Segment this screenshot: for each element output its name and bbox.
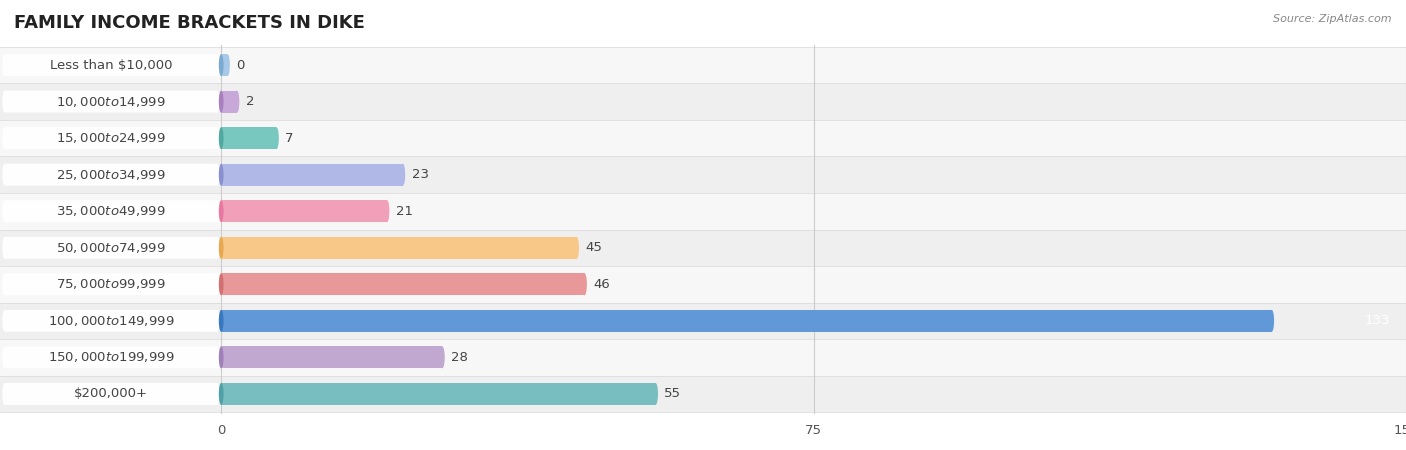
Circle shape [219, 310, 224, 332]
Circle shape [654, 383, 658, 405]
Text: $200,000+: $200,000+ [75, 387, 148, 400]
Text: 46: 46 [593, 278, 610, 291]
Circle shape [225, 54, 229, 76]
Circle shape [274, 127, 278, 149]
Bar [221, 383, 655, 405]
Bar [221, 90, 238, 112]
Circle shape [385, 200, 389, 222]
Text: $100,000 to $149,999: $100,000 to $149,999 [48, 314, 174, 328]
Circle shape [219, 383, 224, 405]
FancyBboxPatch shape [3, 90, 219, 112]
Circle shape [219, 273, 224, 295]
Circle shape [219, 237, 224, 259]
Text: Less than $10,000: Less than $10,000 [49, 58, 172, 72]
Text: $35,000 to $49,999: $35,000 to $49,999 [56, 204, 166, 218]
Bar [221, 310, 1271, 332]
Bar [221, 273, 585, 295]
Text: 28: 28 [451, 351, 468, 364]
FancyBboxPatch shape [3, 273, 219, 295]
Text: 23: 23 [412, 168, 429, 181]
Bar [0, 157, 1406, 193]
Bar [0, 120, 1406, 157]
FancyBboxPatch shape [3, 54, 219, 76]
Text: Source: ZipAtlas.com: Source: ZipAtlas.com [1274, 14, 1392, 23]
Bar [0, 302, 1406, 339]
Circle shape [219, 164, 224, 186]
Bar [221, 200, 387, 222]
Circle shape [219, 127, 224, 149]
Circle shape [219, 346, 224, 369]
Bar [221, 237, 576, 259]
Text: 55: 55 [664, 387, 682, 400]
Bar [0, 266, 1406, 302]
Circle shape [401, 164, 405, 186]
Circle shape [219, 54, 224, 76]
FancyBboxPatch shape [3, 164, 219, 186]
Bar [0, 339, 1406, 376]
Bar [0, 47, 1406, 83]
Text: 0: 0 [236, 58, 245, 72]
Text: 2: 2 [246, 95, 254, 108]
Circle shape [440, 346, 444, 369]
Text: 7: 7 [285, 132, 294, 144]
Text: $150,000 to $199,999: $150,000 to $199,999 [48, 351, 174, 364]
Bar [221, 164, 404, 186]
Text: 21: 21 [395, 205, 413, 218]
FancyBboxPatch shape [3, 237, 219, 259]
Text: 45: 45 [585, 241, 602, 254]
Bar [221, 54, 228, 76]
Bar [0, 376, 1406, 412]
Text: $15,000 to $24,999: $15,000 to $24,999 [56, 131, 166, 145]
Bar [221, 346, 443, 369]
FancyBboxPatch shape [3, 346, 219, 369]
Text: $75,000 to $99,999: $75,000 to $99,999 [56, 277, 166, 291]
Bar [0, 193, 1406, 230]
Text: $25,000 to $34,999: $25,000 to $34,999 [56, 168, 166, 182]
FancyBboxPatch shape [3, 127, 219, 149]
FancyBboxPatch shape [3, 383, 219, 405]
Circle shape [219, 90, 224, 112]
FancyBboxPatch shape [3, 200, 219, 222]
Circle shape [235, 90, 239, 112]
Circle shape [582, 273, 586, 295]
Bar [0, 83, 1406, 120]
Circle shape [1270, 310, 1274, 332]
Bar [0, 230, 1406, 266]
FancyBboxPatch shape [3, 310, 219, 332]
Bar [221, 127, 277, 149]
Circle shape [219, 200, 224, 222]
Text: $10,000 to $14,999: $10,000 to $14,999 [56, 94, 166, 108]
Text: 133: 133 [1365, 315, 1391, 327]
Text: FAMILY INCOME BRACKETS IN DIKE: FAMILY INCOME BRACKETS IN DIKE [14, 14, 366, 32]
Circle shape [574, 237, 579, 259]
Text: $50,000 to $74,999: $50,000 to $74,999 [56, 241, 166, 255]
